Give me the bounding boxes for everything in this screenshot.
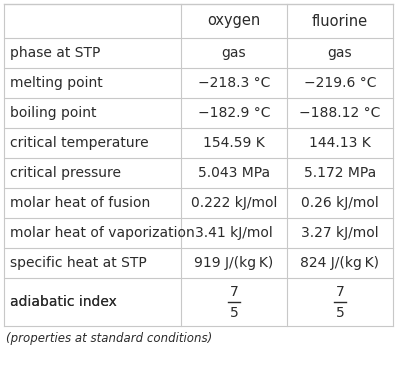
Text: 5: 5 [229,306,238,320]
Text: molar heat of fusion: molar heat of fusion [10,196,150,210]
Text: oxygen: oxygen [207,13,260,28]
Text: gas: gas [222,46,246,60]
Text: 144.13 K: 144.13 K [309,136,371,150]
Text: 0.26 kJ/mol: 0.26 kJ/mol [301,196,379,210]
Text: 7: 7 [335,285,344,299]
Text: phase at STP: phase at STP [10,46,100,60]
Text: 5: 5 [335,306,344,320]
Text: −219.6 °C: −219.6 °C [304,76,376,90]
Text: gas: gas [328,46,352,60]
Text: molar heat of vaporization: molar heat of vaporization [10,226,195,240]
Text: boiling point: boiling point [10,106,96,120]
Text: 0.222 kJ/mol: 0.222 kJ/mol [191,196,277,210]
Text: −188.12 °C: −188.12 °C [299,106,381,120]
Text: 3.27 kJ/mol: 3.27 kJ/mol [301,226,379,240]
Text: specific heat at STP: specific heat at STP [10,256,147,270]
Text: −182.9 °C: −182.9 °C [198,106,270,120]
Text: 824 J/(kg K): 824 J/(kg K) [301,256,380,270]
Text: adiabatic index: adiabatic index [10,295,117,309]
Text: 154.59 K: 154.59 K [203,136,265,150]
Text: (properties at standard conditions): (properties at standard conditions) [6,332,212,345]
Text: 5.172 MPa: 5.172 MPa [304,166,376,180]
Text: critical pressure: critical pressure [10,166,121,180]
Text: fluorine: fluorine [312,13,368,28]
Text: 5.043 MPa: 5.043 MPa [198,166,270,180]
Text: 3.41 kJ/mol: 3.41 kJ/mol [195,226,273,240]
Text: −218.3 °C: −218.3 °C [198,76,270,90]
Text: 919 J/(kg K): 919 J/(kg K) [194,256,274,270]
Text: critical temperature: critical temperature [10,136,148,150]
Text: melting point: melting point [10,76,103,90]
Text: adiabatic index: adiabatic index [10,295,117,309]
Text: 7: 7 [229,285,238,299]
